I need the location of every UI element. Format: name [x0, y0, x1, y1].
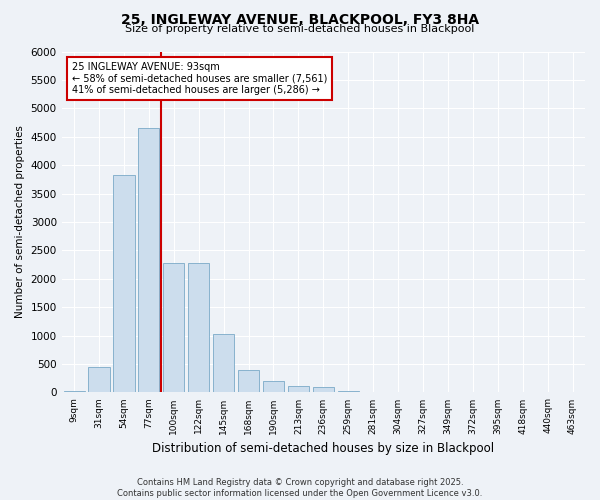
Bar [263, 382, 284, 392]
Text: Contains HM Land Registry data © Crown copyright and database right 2025.
Contai: Contains HM Land Registry data © Crown c… [118, 478, 482, 498]
Bar [213, 334, 234, 392]
X-axis label: Distribution of semi-detached houses by size in Blackpool: Distribution of semi-detached houses by … [152, 442, 494, 455]
Y-axis label: Number of semi-detached properties: Number of semi-detached properties [15, 126, 25, 318]
Text: Size of property relative to semi-detached houses in Blackpool: Size of property relative to semi-detach… [125, 24, 475, 34]
Bar [238, 370, 259, 392]
Text: 25, INGLEWAY AVENUE, BLACKPOOL, FY3 8HA: 25, INGLEWAY AVENUE, BLACKPOOL, FY3 8HA [121, 12, 479, 26]
Text: 25 INGLEWAY AVENUE: 93sqm
← 58% of semi-detached houses are smaller (7,561)
41% : 25 INGLEWAY AVENUE: 93sqm ← 58% of semi-… [72, 62, 328, 95]
Bar [138, 128, 160, 392]
Bar [113, 176, 134, 392]
Bar [288, 386, 309, 392]
Bar [88, 367, 110, 392]
Bar [163, 263, 184, 392]
Bar [64, 390, 85, 392]
Bar [188, 263, 209, 392]
Bar [338, 390, 359, 392]
Bar [313, 386, 334, 392]
